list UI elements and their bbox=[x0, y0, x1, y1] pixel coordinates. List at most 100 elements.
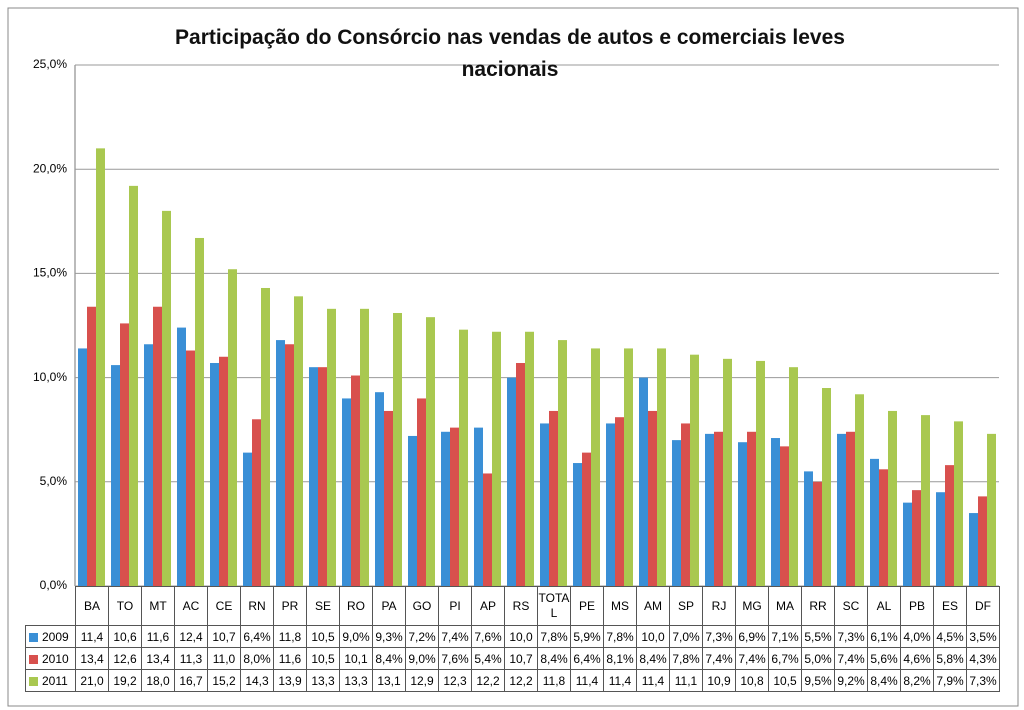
bar bbox=[507, 377, 516, 586]
bar bbox=[969, 513, 978, 586]
bar bbox=[681, 423, 690, 586]
table-cell: 6,4% bbox=[570, 647, 604, 670]
table-cell: 8,2% bbox=[900, 669, 934, 692]
bar bbox=[573, 463, 582, 586]
bar bbox=[474, 427, 483, 586]
bar bbox=[78, 348, 87, 586]
table-cell: 6,7% bbox=[768, 647, 802, 670]
table-cell: 9,0% bbox=[405, 647, 439, 670]
table-cell: 13,4 bbox=[75, 647, 109, 670]
legend-swatch bbox=[29, 676, 38, 686]
bar bbox=[888, 410, 897, 586]
table-cell: 10,0 bbox=[504, 625, 538, 648]
table-cell: 7,2% bbox=[405, 625, 439, 648]
x-tick-label: PE bbox=[570, 586, 604, 626]
x-tick-label: MT bbox=[141, 586, 175, 626]
x-tick-label: RR bbox=[801, 586, 835, 626]
x-tick-label: RJ bbox=[702, 586, 736, 626]
bar bbox=[96, 148, 105, 587]
bar bbox=[210, 363, 219, 586]
x-tick-label: PI bbox=[438, 586, 472, 626]
table-cell: 9,3% bbox=[372, 625, 406, 648]
table-row: 2010 13,4 12,6 13,4 11,3 11,0 8,0% 11,6 10,5 10,1… bbox=[25, 647, 1000, 670]
bar bbox=[144, 344, 153, 586]
x-tick-label: MS bbox=[603, 586, 637, 626]
table-cell: 8,0% bbox=[240, 647, 274, 670]
bar bbox=[987, 433, 996, 586]
table-corner bbox=[25, 586, 76, 626]
table-cell: 7,4% bbox=[834, 647, 868, 670]
bar bbox=[549, 410, 558, 586]
table-cell: 5,0% bbox=[801, 647, 835, 670]
x-tick-label: RO bbox=[339, 586, 373, 626]
table-cell: 10,7 bbox=[207, 625, 241, 648]
x-tick-label: AP bbox=[471, 586, 505, 626]
bar bbox=[771, 438, 780, 586]
bar bbox=[393, 312, 402, 586]
bar bbox=[558, 340, 567, 586]
table-header-row: BA TO MT AC CE RN PR SE RO PA GO PI AP RS TOTAL PE MS AM S… bbox=[25, 586, 1000, 626]
bar bbox=[657, 348, 666, 586]
legend-label: 2011 bbox=[42, 673, 68, 688]
table-cell: 11,8 bbox=[537, 669, 571, 692]
bar bbox=[162, 210, 171, 586]
table-cell: 5,8% bbox=[933, 647, 967, 670]
table-cell: 7,8% bbox=[537, 625, 571, 648]
bar bbox=[591, 348, 600, 586]
x-tick-label: AC bbox=[174, 586, 208, 626]
table-cell: 13,9 bbox=[273, 669, 307, 692]
x-tick-label: PA bbox=[372, 586, 406, 626]
y-tick-label: 10,0% bbox=[33, 370, 67, 384]
bar bbox=[153, 306, 162, 586]
bar bbox=[945, 465, 954, 586]
bar bbox=[516, 363, 525, 586]
y-tick-label: 25,0% bbox=[33, 57, 67, 71]
table-cell: 21,0 bbox=[75, 669, 109, 692]
y-tick-label: 20,0% bbox=[33, 161, 67, 175]
table-cell: 5,4% bbox=[471, 647, 505, 670]
table-cell: 10,9 bbox=[702, 669, 736, 692]
bar bbox=[318, 367, 327, 586]
table-cell: 14,3 bbox=[240, 669, 274, 692]
table-cell: 11,3 bbox=[174, 647, 208, 670]
table-cell: 7,4% bbox=[735, 647, 769, 670]
bar bbox=[606, 423, 615, 586]
table-cell: 10,7 bbox=[504, 647, 538, 670]
bar bbox=[846, 431, 855, 586]
table-cell: 12,4 bbox=[174, 625, 208, 648]
table-cell: 7,1% bbox=[768, 625, 802, 648]
bar bbox=[384, 410, 393, 586]
bar bbox=[327, 308, 336, 586]
table-cell: 15,2 bbox=[207, 669, 241, 692]
bar bbox=[342, 398, 351, 586]
table-cell: 19,2 bbox=[108, 669, 142, 692]
legend-item: 2011 bbox=[25, 669, 76, 692]
table-cell: 7,6% bbox=[438, 647, 472, 670]
x-tick-label: TO bbox=[108, 586, 142, 626]
table-cell: 13,1 bbox=[372, 669, 406, 692]
legend-label: 2010 bbox=[42, 651, 69, 666]
table-cell: 11,6 bbox=[273, 647, 307, 670]
x-tick-label: SP bbox=[669, 586, 703, 626]
bar bbox=[780, 446, 789, 586]
table-cell: 11,4 bbox=[603, 669, 637, 692]
bar bbox=[912, 490, 921, 586]
table-cell: 10,5 bbox=[306, 625, 340, 648]
legend-swatch bbox=[29, 632, 38, 642]
bar bbox=[903, 502, 912, 586]
legend-label: 2009 bbox=[42, 629, 69, 644]
bar bbox=[441, 431, 450, 586]
bar bbox=[837, 433, 846, 586]
chart-border bbox=[7, 7, 1019, 707]
bar bbox=[285, 344, 294, 586]
table-cell: 4,6% bbox=[900, 647, 934, 670]
bar bbox=[855, 394, 864, 586]
table-cell: 5,5% bbox=[801, 625, 835, 648]
x-tick-label: CE bbox=[207, 586, 241, 626]
bar bbox=[243, 452, 252, 586]
bar bbox=[351, 375, 360, 586]
table-cell: 4,0% bbox=[900, 625, 934, 648]
bar bbox=[690, 354, 699, 586]
table-cell: 12,2 bbox=[504, 669, 538, 692]
